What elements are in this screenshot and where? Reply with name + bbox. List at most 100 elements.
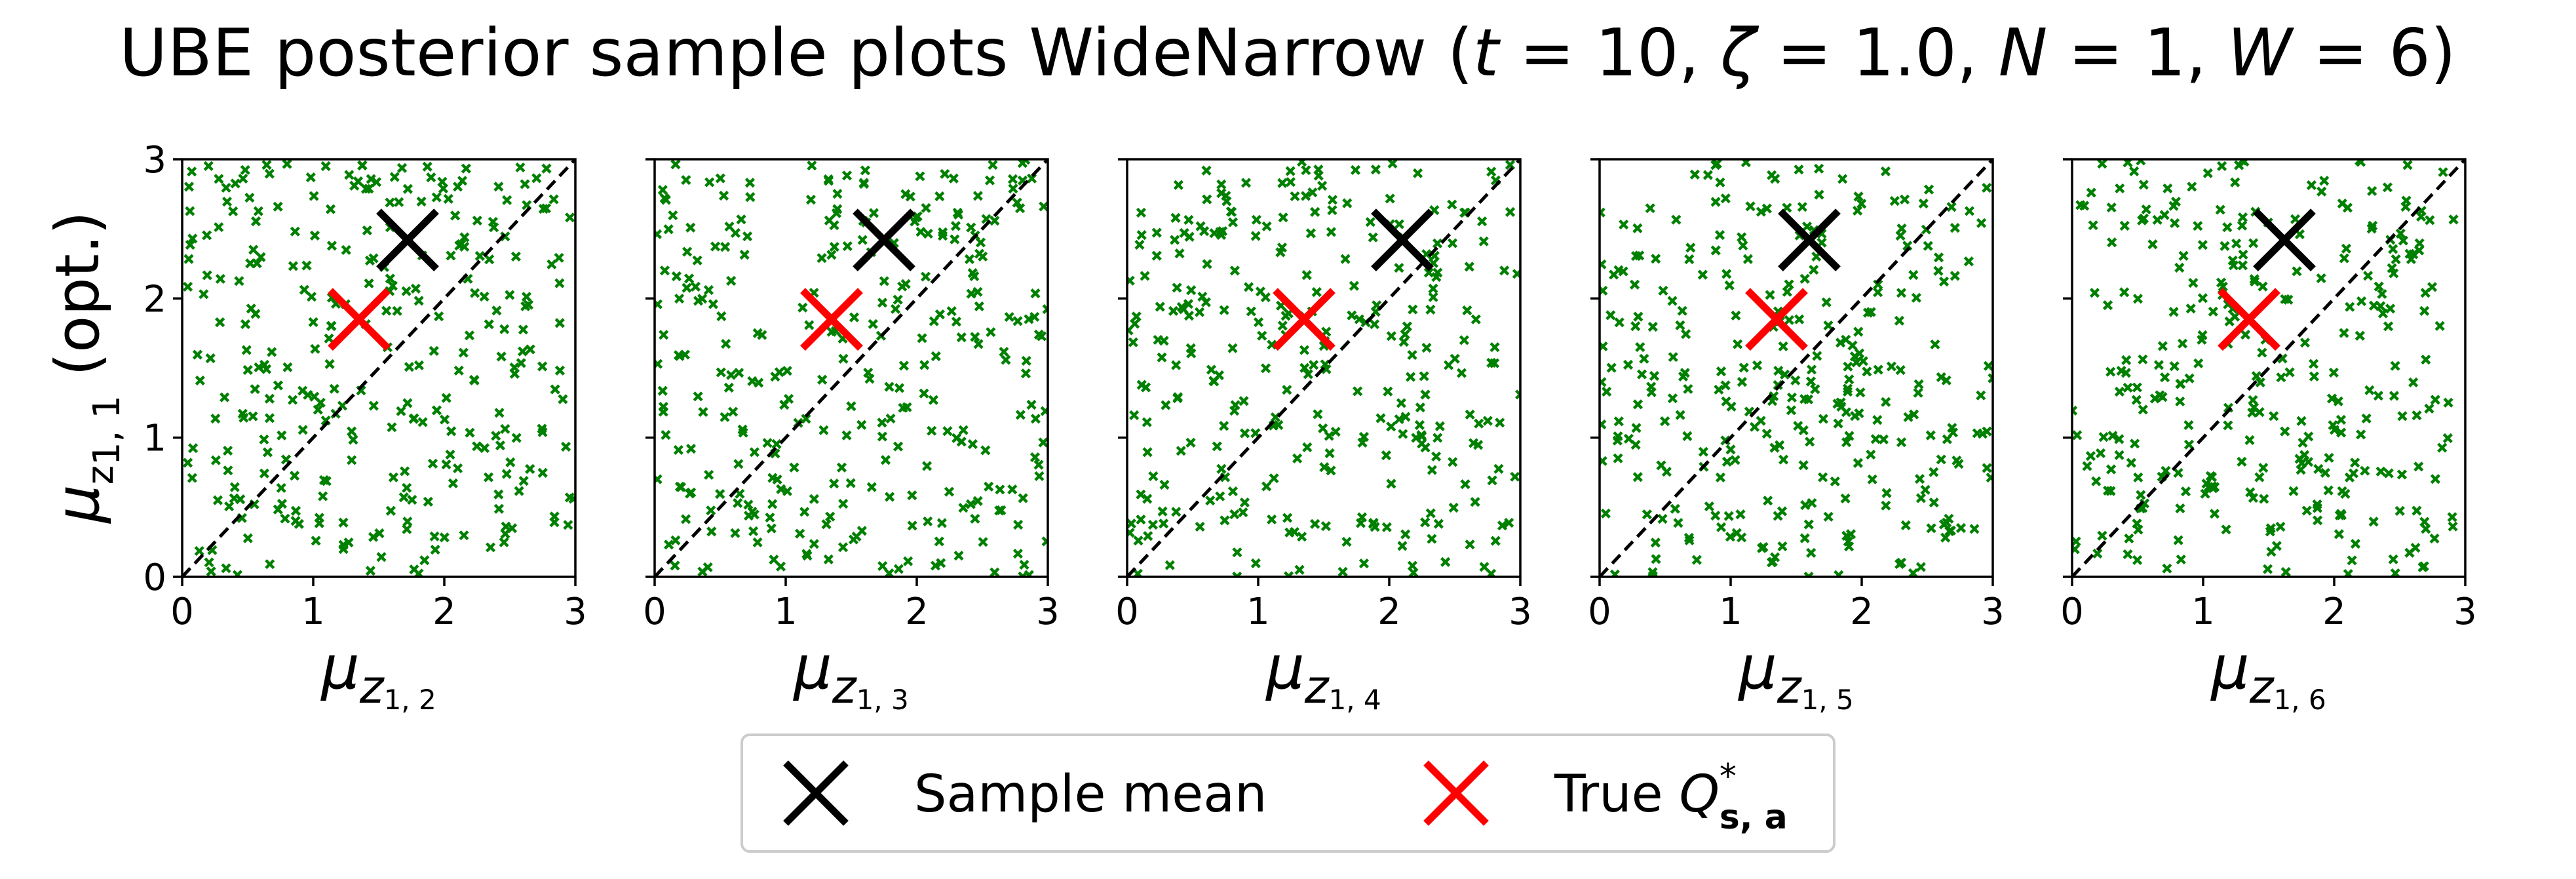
sample-point	[2126, 458, 2136, 468]
sample-point	[2141, 204, 2151, 215]
sample-point	[541, 163, 552, 174]
sample-point	[368, 532, 379, 542]
sample-point	[427, 458, 438, 469]
sample-point	[2377, 288, 2387, 300]
sample-point	[970, 332, 980, 342]
sample-point	[655, 229, 663, 239]
sample-point	[1677, 305, 1687, 316]
sample-point	[1623, 359, 1634, 370]
sample-point	[1038, 437, 1048, 448]
sample-point	[2114, 434, 2124, 444]
sample-point	[733, 459, 744, 469]
sample-point	[1660, 416, 1670, 427]
sample-point	[1810, 384, 1820, 395]
sample-point	[223, 446, 233, 456]
sample-point	[2255, 377, 2265, 388]
sample-point	[239, 412, 249, 423]
sample-point	[502, 195, 512, 205]
sample-point	[2336, 427, 2347, 438]
sample-point	[2119, 287, 2130, 298]
sample-point	[2230, 177, 2240, 187]
sample-point	[2187, 182, 2197, 192]
sample-point	[657, 185, 668, 195]
sample-point	[2107, 237, 2117, 248]
sample-point	[2157, 392, 2168, 402]
sample-point	[1215, 491, 1225, 501]
sample-point	[1465, 409, 1475, 420]
true-q-marker-stroke	[1745, 288, 1808, 351]
sample-point	[2443, 397, 2453, 408]
sample-point	[2251, 371, 2261, 381]
sample-point	[1400, 529, 1411, 539]
sample-point	[1843, 361, 1853, 372]
sample-point	[1651, 254, 1661, 264]
sample-point	[1326, 465, 1336, 476]
sample-point	[724, 222, 735, 232]
sample-point	[185, 206, 195, 216]
sample-point	[658, 406, 668, 417]
plot-area	[1127, 159, 1520, 577]
sample-point	[2248, 395, 2258, 405]
sample-point	[1353, 386, 1363, 397]
sample-point	[2344, 472, 2355, 482]
sample-point	[261, 364, 272, 374]
sample-point	[1833, 418, 1843, 429]
sample-point	[2227, 255, 2238, 266]
true-q-marker	[2218, 288, 2280, 351]
sample-point	[2115, 183, 2125, 194]
sample-point	[1147, 519, 1159, 530]
sample-point	[1649, 370, 1660, 381]
sample-point	[564, 492, 575, 503]
sample-point	[2160, 372, 2170, 383]
sample-point	[500, 528, 510, 539]
sample-point	[670, 535, 681, 545]
subplot-frame	[653, 158, 1049, 578]
sample-point	[832, 189, 843, 199]
sample-point	[1018, 493, 1028, 503]
sample-point	[1854, 408, 1864, 419]
sample-point	[1842, 383, 1853, 394]
sample-point	[880, 455, 891, 465]
sample-point	[1942, 434, 1952, 444]
sample-point	[2091, 476, 2102, 486]
sample-point	[182, 281, 193, 292]
sample-point	[448, 478, 458, 488]
sample-point	[2131, 395, 2142, 405]
sample-point	[817, 253, 827, 264]
sample-point	[2313, 515, 2323, 526]
sample-point	[2308, 359, 2319, 369]
sample-point	[769, 555, 779, 565]
sample-point	[1632, 399, 1644, 410]
sample-point	[1841, 334, 1851, 345]
sample-point	[413, 296, 424, 306]
sample-point	[2377, 308, 2389, 319]
sample-point	[2168, 201, 2179, 211]
sample-point	[2367, 186, 2377, 197]
sample-point	[2231, 238, 2242, 249]
sample-point	[1301, 165, 1311, 176]
sample-point	[2448, 521, 2458, 532]
sample-point	[1778, 341, 1788, 351]
sample-point	[2301, 505, 2312, 516]
sample-point	[1456, 368, 1467, 378]
sample-point	[2368, 517, 2379, 527]
sample-point	[488, 216, 498, 227]
sample-point	[1277, 321, 1288, 331]
sample-point	[1486, 166, 1497, 177]
sample-point	[782, 366, 792, 376]
subplots: 0 1 2 3 0 1 2 3 μz1, 2 0 1 2 3 μz1, 3 0 1 2 3 μz1, 4 0 1 2 3 μz…	[143, 139, 2476, 716]
sample-point	[387, 422, 397, 433]
sample-point	[938, 227, 948, 237]
sample-point	[499, 324, 510, 334]
title-param-symbol: t	[1473, 14, 1501, 91]
sample-point	[262, 447, 273, 458]
sample-point	[1230, 400, 1240, 410]
sample-point	[837, 542, 849, 553]
sample-point	[1387, 159, 1398, 168]
subplot: 0 1 2 3 μz1, 4	[1115, 158, 1532, 716]
sample-point	[1425, 304, 1436, 315]
sample-point	[1225, 206, 1237, 217]
sample-point	[520, 301, 531, 311]
sample-point	[1862, 366, 1872, 377]
sample-point	[1773, 366, 1784, 376]
